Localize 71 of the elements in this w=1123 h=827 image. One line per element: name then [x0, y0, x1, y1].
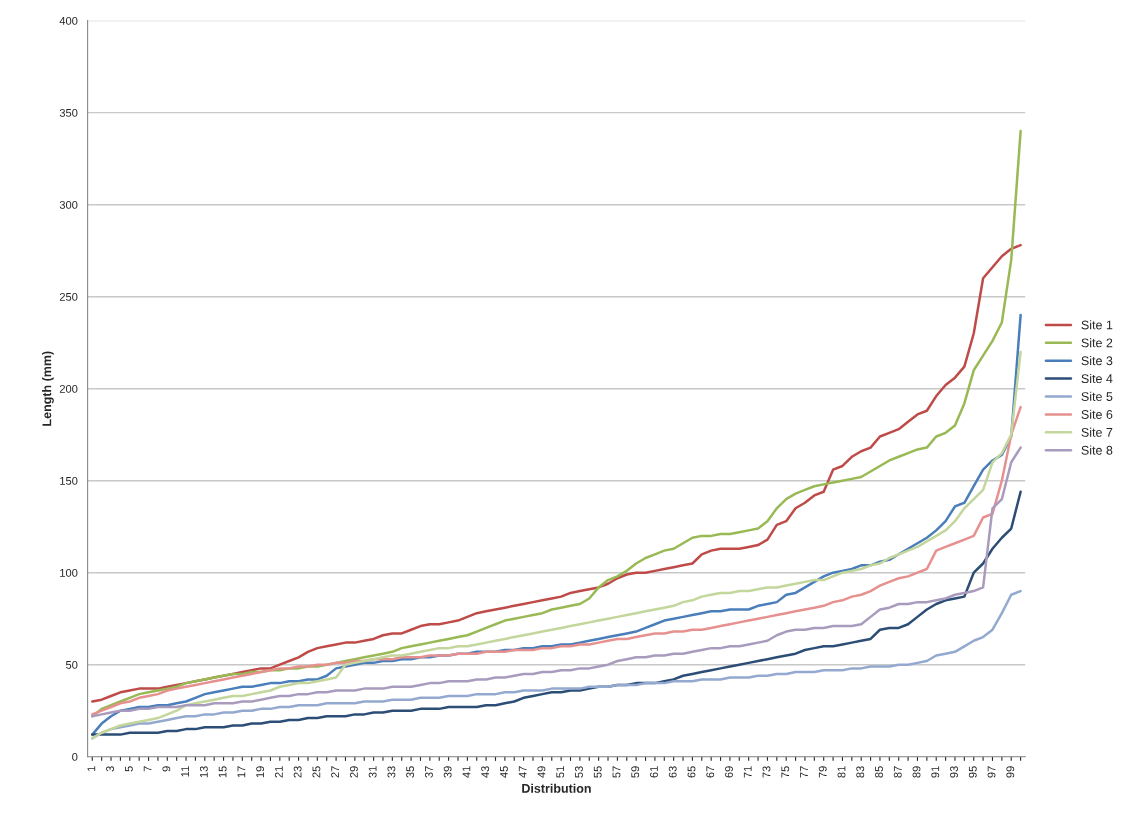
x-tick-label: 37	[424, 766, 433, 778]
x-tick-label: 81	[837, 766, 846, 778]
x-tick-label: 57	[612, 766, 621, 778]
x-tick-label: 55	[593, 766, 602, 778]
y-axis-title: Length (mm)	[42, 351, 54, 426]
y-tick-label: 250	[59, 292, 78, 301]
x-tick-label: 43	[481, 766, 490, 778]
y-tick-label: 150	[60, 476, 78, 485]
legend-label: Site 1	[1081, 320, 1113, 330]
x-tick-label: 49	[537, 766, 546, 778]
x-tick-label: 9	[162, 766, 171, 772]
x-tick-label: 59	[631, 766, 640, 778]
x-tick-label: 15	[218, 766, 227, 778]
x-tick-label: 3	[106, 766, 115, 772]
x-tick-label: 19	[256, 766, 265, 778]
x-tick-label: 39	[443, 766, 452, 778]
x-tick-label: 33	[387, 766, 396, 778]
x-tick-label: 21	[274, 766, 283, 778]
x-tick-label: 17	[237, 766, 246, 778]
legend-label: Site 2	[1081, 338, 1113, 348]
x-tick-label: 63	[668, 766, 677, 778]
x-tick-label: 89	[912, 766, 921, 778]
x-tick-label: 7	[143, 766, 152, 772]
x-tick-label: 73	[762, 766, 771, 778]
x-tick-label: 79	[818, 766, 827, 778]
x-tick-label: 5	[125, 766, 133, 772]
legend-label: Site 4	[1081, 373, 1113, 384]
x-tick-label: 85	[875, 766, 883, 778]
y-tick-label: 400	[59, 16, 78, 25]
legend-label: Site 7	[1081, 427, 1113, 437]
y-tick-label: 0	[72, 752, 78, 761]
x-tick-label: 41	[462, 766, 471, 778]
y-tick-label: 50	[65, 660, 78, 669]
x-tick-label: 91	[931, 766, 940, 778]
x-tick-label: 75	[781, 766, 790, 778]
x-tick-label: 95	[968, 766, 977, 778]
y-tick-label: 300	[59, 200, 78, 209]
x-tick-label: 35	[406, 766, 415, 778]
legend-label: Site 6	[1081, 409, 1113, 419]
legend-label: Site 5	[1081, 391, 1113, 401]
line-series	[91, 243, 1022, 703]
x-tick-label: 45	[500, 766, 508, 778]
x-tick-label: 11	[181, 766, 189, 777]
x-tick-label: 61	[650, 766, 658, 778]
x-tick-label: 93	[950, 766, 958, 778]
y-tick-label: 200	[59, 384, 78, 393]
x-tick-label: 53	[575, 766, 583, 778]
x-tick-label: 51	[556, 766, 565, 778]
x-tick-label: 67	[706, 766, 715, 778]
x-tick-label: 1	[87, 766, 96, 772]
x-tick-label: 99	[1006, 766, 1015, 778]
x-tick-label: 27	[331, 766, 339, 778]
line-series	[91, 490, 1022, 736]
x-tick-label: 83	[856, 766, 865, 778]
x-tick-label: 13	[199, 766, 208, 778]
x-tick-label: 71	[743, 766, 752, 778]
legend-label: Site 8	[1081, 445, 1113, 455]
x-tick-label: 23	[293, 766, 302, 778]
x-tick-label: 87	[893, 766, 902, 778]
x-tick-label: 65	[687, 766, 696, 778]
x-tick-label: 47	[518, 766, 527, 778]
x-tick-label: 25	[312, 766, 321, 778]
x-tick-label: 97	[987, 766, 996, 778]
x-axis-title: Distribution	[522, 783, 591, 793]
x-tick-label: 31	[368, 766, 377, 778]
x-tick-label: 29	[349, 766, 358, 778]
y-tick-label: 100	[60, 568, 78, 577]
x-tick-label: 77	[800, 766, 808, 778]
legend-label: Site 3	[1081, 356, 1113, 366]
y-tick-label: 350	[59, 108, 78, 117]
x-tick-label: 69	[725, 766, 733, 778]
